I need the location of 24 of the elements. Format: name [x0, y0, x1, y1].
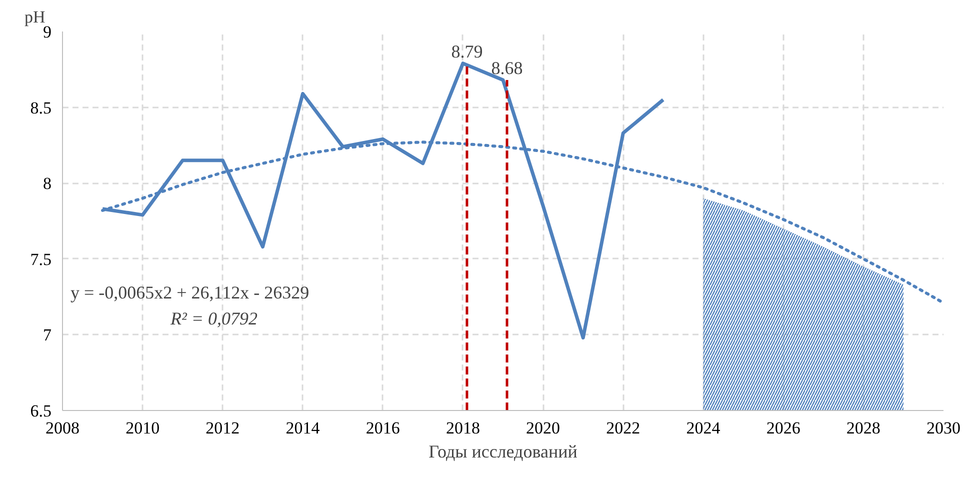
x-tick-label: 2030 [926, 418, 960, 438]
y-tick-label: 7 [43, 326, 52, 345]
annotation: 8.79 [451, 41, 483, 62]
y-tick-label: 8.5 [30, 98, 52, 118]
annotation: 8.68 [491, 58, 523, 78]
x-tick-label: 2008 [46, 418, 80, 438]
x-tick-label: 2026 [766, 418, 800, 438]
x-tick-label: 2010 [126, 418, 160, 438]
x-tick-label: 2022 [606, 418, 640, 438]
y-axis-title: pH [24, 8, 46, 26]
x-tick-label: 2028 [846, 418, 880, 438]
y-tick-label: 9 [43, 22, 52, 42]
annotation: y = -0,0065x2 + 26,112x - 26329 [70, 282, 310, 302]
y-tick-label: 8 [43, 174, 52, 194]
annotation: R² = 0,0792 [170, 308, 258, 328]
x-tick-label: 2018 [446, 418, 480, 438]
y-tick-label: 7.5 [30, 250, 52, 269]
y-tick-label: 6.5 [30, 402, 52, 420]
x-tick-label: 2024 [686, 418, 721, 438]
x-tick-label: 2014 [286, 418, 320, 438]
x-axis-title: Годы исследований [428, 442, 578, 462]
x-tick-label: 2012 [206, 418, 240, 438]
x-tick-label: 2020 [526, 418, 560, 438]
x-tick-label: 2016 [366, 418, 400, 438]
